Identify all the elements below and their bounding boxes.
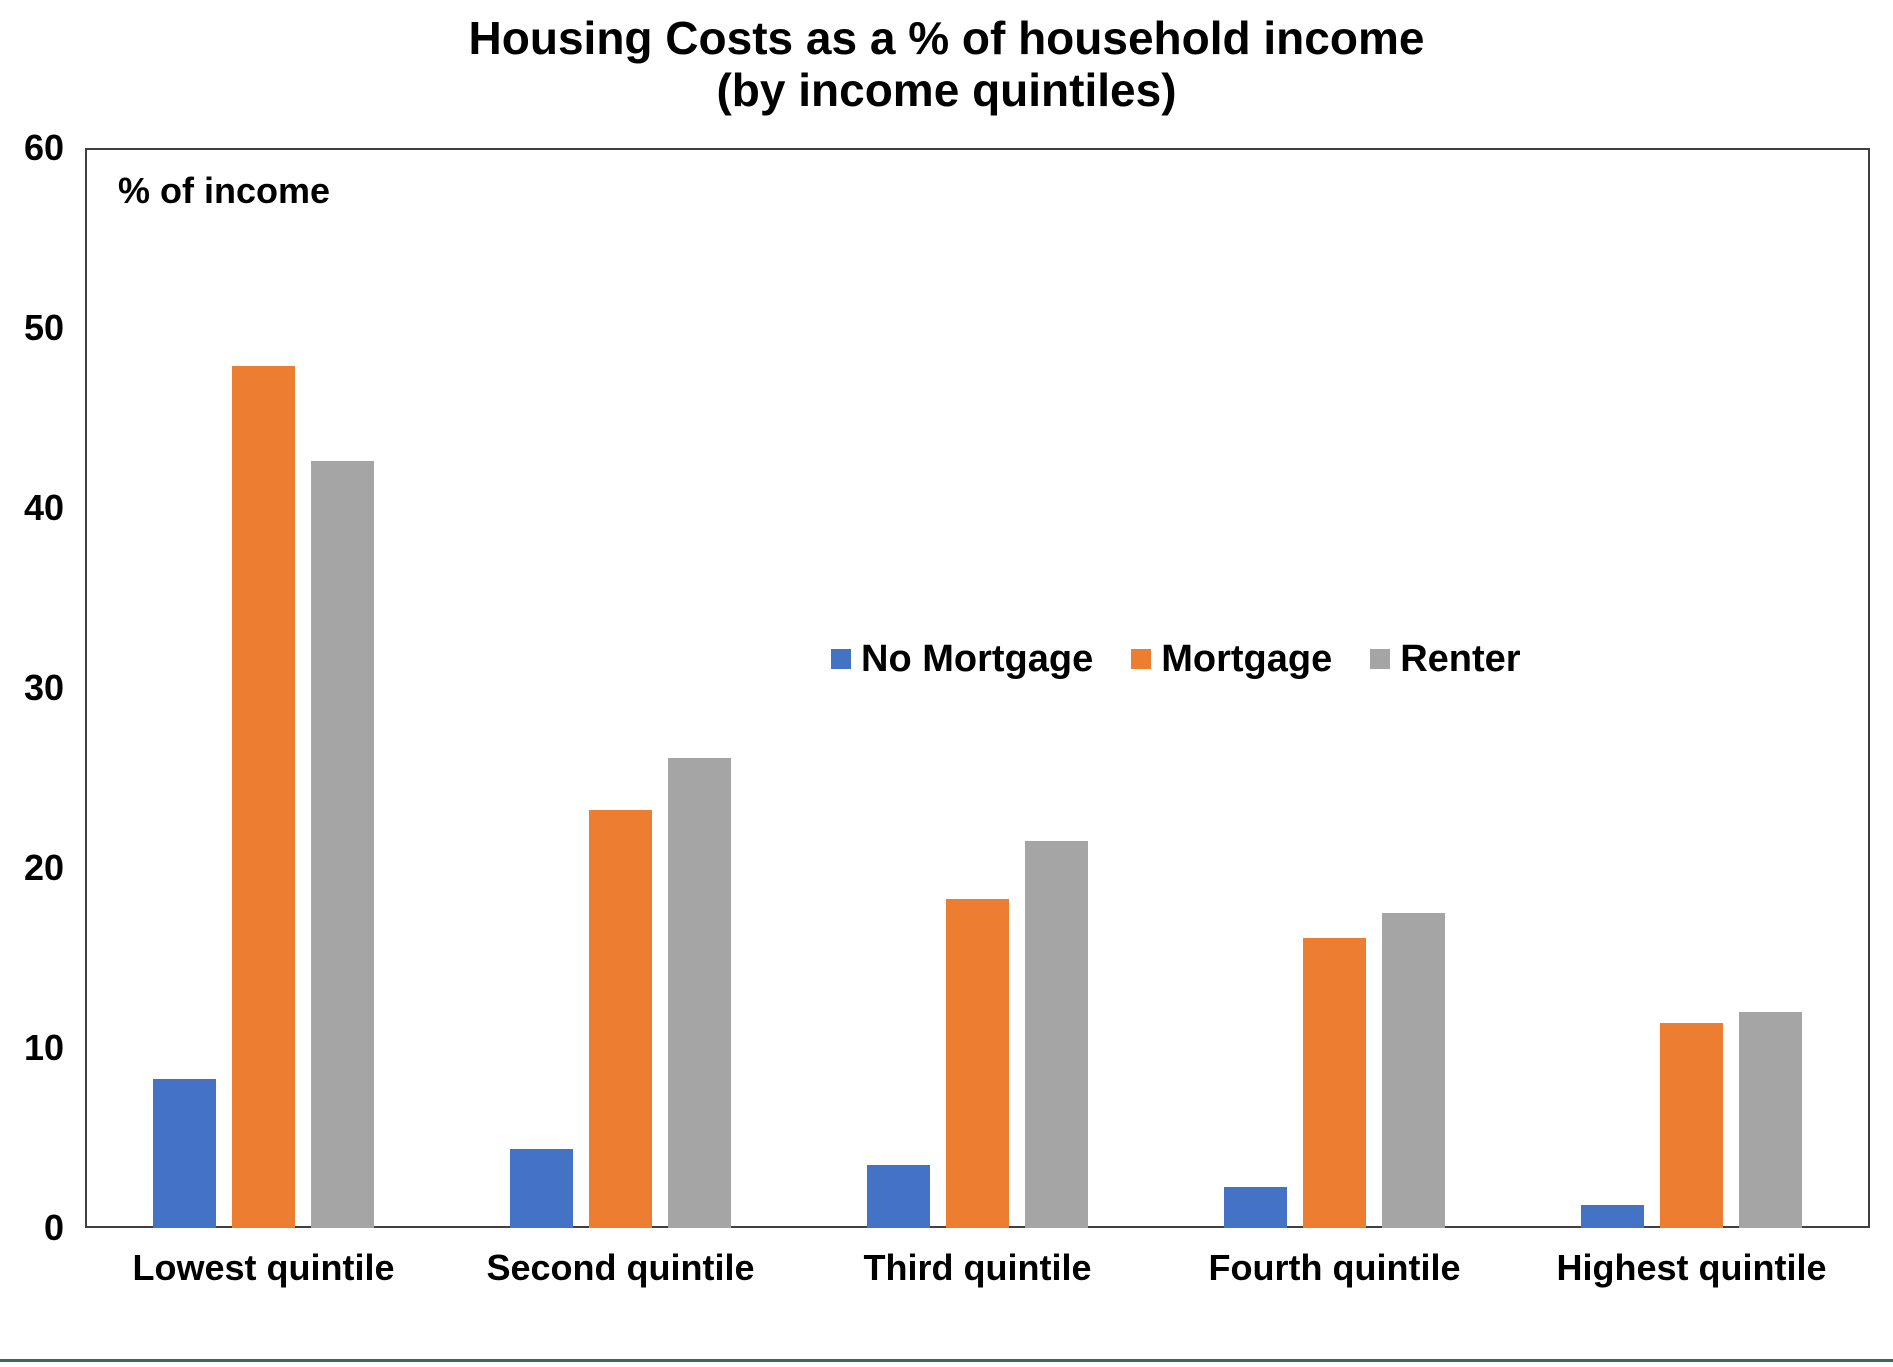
title-block: Housing Costs as a % of household income… bbox=[0, 12, 1893, 116]
bar-no-mortgage-1 bbox=[153, 1079, 216, 1228]
bar-mortgage-5 bbox=[1660, 1023, 1723, 1228]
bar-renter-3 bbox=[1025, 841, 1088, 1228]
legend-label: Mortgage bbox=[1161, 638, 1333, 680]
legend-swatch-icon bbox=[831, 649, 851, 669]
legend: No Mortgage Mortgage Renter bbox=[831, 640, 1521, 678]
y-tick-label-40: 40 bbox=[23, 487, 64, 528]
bar-renter-4 bbox=[1382, 913, 1445, 1228]
x-category-label-5: Highest quintile bbox=[1556, 1247, 1827, 1288]
bar-mortgage-1 bbox=[232, 366, 295, 1228]
x-category-label-4: Fourth quintile bbox=[1208, 1247, 1461, 1288]
bar-no-mortgage-4 bbox=[1224, 1187, 1287, 1228]
chart-title: Housing Costs as a % of household income bbox=[468, 12, 1425, 64]
y-tick-label-0: 0 bbox=[43, 1207, 64, 1248]
legend-item-renter: Renter bbox=[1370, 638, 1521, 680]
x-category-label-1: Lowest quintile bbox=[132, 1247, 395, 1288]
legend-label: Renter bbox=[1400, 638, 1521, 680]
y-tick-label-20: 20 bbox=[23, 847, 64, 888]
y-axis-units-label: % of income bbox=[118, 170, 331, 211]
legend-item-mortgage: Mortgage bbox=[1131, 640, 1332, 678]
legend-label: No Mortgage bbox=[861, 638, 1094, 680]
chart-subtitle: (by income quintiles) bbox=[716, 64, 1177, 116]
legend-item-no-mortgage: No Mortgage bbox=[831, 640, 1093, 678]
bar-mortgage-4 bbox=[1303, 938, 1366, 1228]
bar-no-mortgage-3 bbox=[867, 1165, 930, 1228]
y-tick-label-60: 60 bbox=[23, 127, 64, 168]
bottom-rule bbox=[0, 1359, 1893, 1362]
legend-swatch-icon bbox=[1370, 649, 1391, 669]
x-category-label-2: Second quintile bbox=[486, 1247, 755, 1288]
bar-renter-5 bbox=[1739, 1012, 1802, 1228]
bar-no-mortgage-2 bbox=[510, 1149, 573, 1228]
y-tick-label-50: 50 bbox=[23, 307, 64, 348]
legend-swatch-icon bbox=[1131, 649, 1152, 669]
y-tick-label-10: 10 bbox=[23, 1027, 64, 1068]
x-category-label-3: Third quintile bbox=[863, 1247, 1092, 1288]
bar-mortgage-3 bbox=[946, 899, 1009, 1228]
y-tick-label-30: 30 bbox=[23, 667, 64, 708]
bar-renter-1 bbox=[311, 461, 374, 1228]
bar-mortgage-2 bbox=[589, 810, 652, 1228]
bar-renter-2 bbox=[668, 758, 731, 1228]
bar-no-mortgage-5 bbox=[1581, 1205, 1644, 1228]
